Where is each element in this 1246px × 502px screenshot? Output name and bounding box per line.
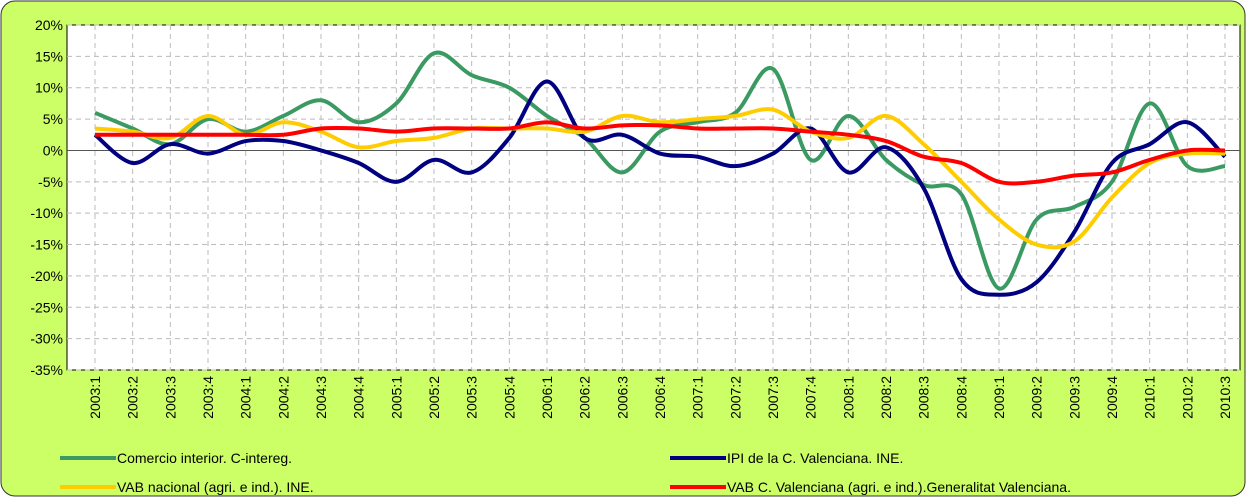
y-tick-label: -20%: [30, 268, 63, 284]
x-tick-label: 2003:3: [162, 376, 178, 419]
x-tick-label: 2009:3: [1066, 376, 1082, 419]
x-tick-label: 2004:4: [351, 376, 367, 419]
x-tick-label: 2003:1: [87, 376, 103, 419]
series-line: [94, 107, 1226, 250]
x-tick-label: 2009:4: [1104, 376, 1120, 419]
legend-label: VAB C. Valenciana (agri. e ind.).General…: [727, 479, 1071, 495]
x-tick-label: 2004:3: [313, 376, 329, 419]
series-line: [94, 50, 1226, 291]
y-tick-label: -30%: [30, 331, 63, 347]
x-tick-label: 2006:3: [614, 376, 630, 419]
x-tick-label: 2010:1: [1142, 376, 1158, 419]
x-tick-label: 2009:1: [991, 376, 1007, 419]
x-tick-label: 2007:2: [727, 376, 743, 419]
series-line: [93, 79, 1227, 297]
y-tick-label: -10%: [30, 205, 63, 221]
legend-label: VAB nacional (agri. e ind.). INE.: [117, 479, 314, 495]
x-tick-label: 2008:2: [878, 376, 894, 419]
series-line: [94, 120, 1226, 186]
x-tick-label: 2009:2: [1029, 376, 1045, 419]
legend-label: Comercio interior. C-intereg.: [117, 450, 292, 466]
x-tick-label: 2006:4: [652, 376, 668, 419]
y-tick-label: -15%: [30, 237, 63, 253]
x-tick-label: 2005:1: [388, 376, 404, 419]
plot-area: [66, 24, 1241, 371]
y-tick-label: 20%: [35, 17, 63, 33]
x-tick-label: 2006:2: [577, 376, 593, 419]
legend-label: IPI de la C. Valenciana. INE.: [727, 450, 903, 466]
x-tick-label: 2003:2: [125, 376, 141, 419]
x-tick-label: 2007:4: [803, 376, 819, 419]
x-tick-label: 2010:3: [1217, 376, 1233, 419]
x-tick-label: 2007:1: [690, 376, 706, 419]
x-tick-label: 2004:1: [238, 376, 254, 419]
x-tick-label: 2004:2: [275, 376, 291, 419]
x-tick-label: 2003:4: [200, 376, 216, 419]
x-tick-label: 2006:1: [539, 376, 555, 419]
y-tick-label: 0%: [43, 142, 63, 158]
y-tick-label: -5%: [38, 174, 63, 190]
x-tick-label: 2010:2: [1179, 376, 1195, 419]
y-tick-label: -25%: [30, 299, 63, 315]
y-tick-label: -35%: [30, 362, 63, 378]
x-tick-label: 2005:4: [501, 376, 517, 419]
x-tick-label: 2008:4: [953, 376, 969, 419]
y-tick-label: 10%: [35, 80, 63, 96]
y-tick-label: 15%: [35, 48, 63, 64]
x-tick-label: 2008:3: [916, 376, 932, 419]
x-tick-label: 2007:3: [765, 376, 781, 419]
x-tick-label: 2005:3: [464, 376, 480, 419]
x-tick-label: 2005:2: [426, 376, 442, 419]
x-tick-label: 2008:1: [840, 376, 856, 419]
y-tick-label: 5%: [43, 111, 63, 127]
